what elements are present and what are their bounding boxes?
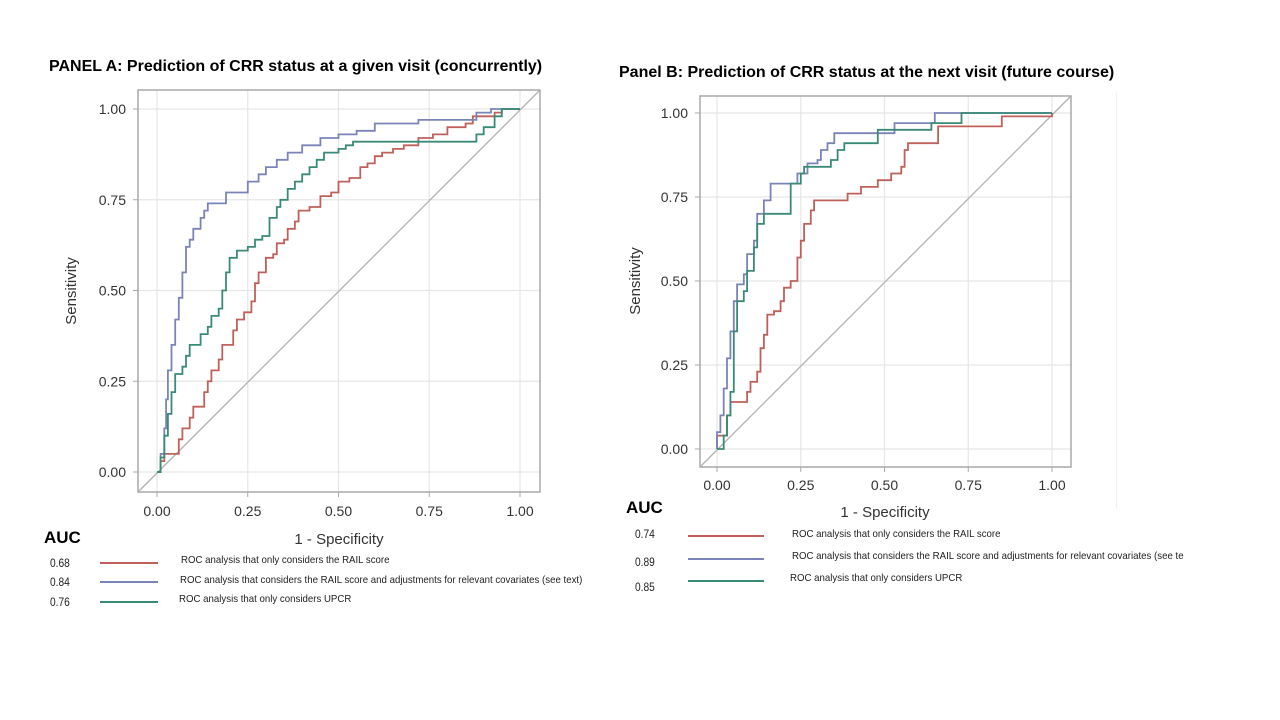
panel-b-title: Panel B: Prediction of CRR status at the… bbox=[619, 64, 1115, 81]
reference-diagonal bbox=[137, 89, 541, 493]
legend-swatch-adjusted bbox=[100, 581, 158, 583]
y-tick-label: 0.00 bbox=[661, 441, 688, 457]
y-tick-label: 0.25 bbox=[661, 357, 688, 373]
y-tick-label: 0.00 bbox=[99, 464, 126, 480]
x-tick-label: 1.00 bbox=[506, 503, 533, 519]
legend-auc-value: 0.85 bbox=[635, 580, 655, 594]
roc-curve-series-1 bbox=[716, 113, 1053, 449]
legend-label: ROC analysis that considers the RAIL sco… bbox=[180, 574, 583, 586]
legend-swatch-rail bbox=[688, 535, 764, 537]
legend-label: ROC analysis that only considers the RAI… bbox=[792, 528, 1001, 540]
legend-label: ROC analysis that only considers UPCR bbox=[179, 593, 352, 605]
y-tick-label: 0.75 bbox=[661, 189, 688, 205]
y-axis-label: Sensitivity bbox=[627, 247, 644, 315]
reference-diagonal bbox=[699, 95, 1072, 468]
y-tick-label: 0.25 bbox=[99, 373, 126, 389]
roc-curve-series-2 bbox=[157, 108, 520, 473]
legend-label: ROC analysis that only considers UPCR bbox=[790, 572, 963, 584]
y-axis-label: Sensitivity bbox=[63, 257, 80, 325]
y-tick-label: 0.75 bbox=[99, 192, 126, 208]
panel-a-title: PANEL A: Prediction of CRR status at a g… bbox=[49, 58, 543, 75]
x-tick-label: 0.00 bbox=[143, 503, 170, 519]
roc-curve-series-3 bbox=[157, 108, 520, 473]
legend-auc-value: 0.74 bbox=[635, 527, 655, 541]
x-tick-label: 0.75 bbox=[955, 477, 982, 493]
roc-curve-series-1 bbox=[157, 108, 520, 473]
y-tick-label: 1.00 bbox=[99, 101, 126, 117]
legend-auc-title-a: AUC bbox=[44, 528, 81, 547]
legend-label: ROC analysis that considers the RAIL sco… bbox=[792, 550, 1184, 562]
y-tick-label: 0.50 bbox=[99, 283, 126, 299]
legend-auc-title-b: AUC bbox=[626, 498, 663, 517]
x-tick-label: 0.25 bbox=[234, 503, 261, 519]
legend-auc-value: 0.68 bbox=[50, 556, 70, 570]
y-tick-label: 1.00 bbox=[661, 105, 688, 121]
legend-swatch-upcr bbox=[688, 580, 764, 582]
x-tick-label: 0.00 bbox=[703, 477, 730, 493]
legend-auc-value: 0.76 bbox=[50, 595, 70, 609]
legend-auc-value: 0.84 bbox=[50, 575, 70, 589]
roc-curve-series-3 bbox=[717, 112, 1052, 450]
legend-swatch-rail bbox=[100, 562, 158, 564]
x-tick-label: 1.00 bbox=[1038, 477, 1065, 493]
y-tick-label: 0.50 bbox=[661, 273, 688, 289]
legend-label: ROC analysis that only considers the RAI… bbox=[181, 554, 390, 566]
legend-swatch-adjusted bbox=[688, 558, 764, 560]
divider-line bbox=[1116, 93, 1117, 508]
x-tick-label: 0.50 bbox=[325, 503, 352, 519]
legend-auc-value: 0.89 bbox=[635, 555, 655, 569]
x-axis-label: 1 - Specificity bbox=[840, 504, 930, 521]
x-tick-label: 0.50 bbox=[871, 477, 898, 493]
legend-swatch-upcr bbox=[100, 601, 158, 603]
x-tick-label: 0.25 bbox=[787, 477, 814, 493]
x-axis-label: 1 - Specificity bbox=[294, 531, 384, 548]
x-tick-label: 0.75 bbox=[416, 503, 443, 519]
